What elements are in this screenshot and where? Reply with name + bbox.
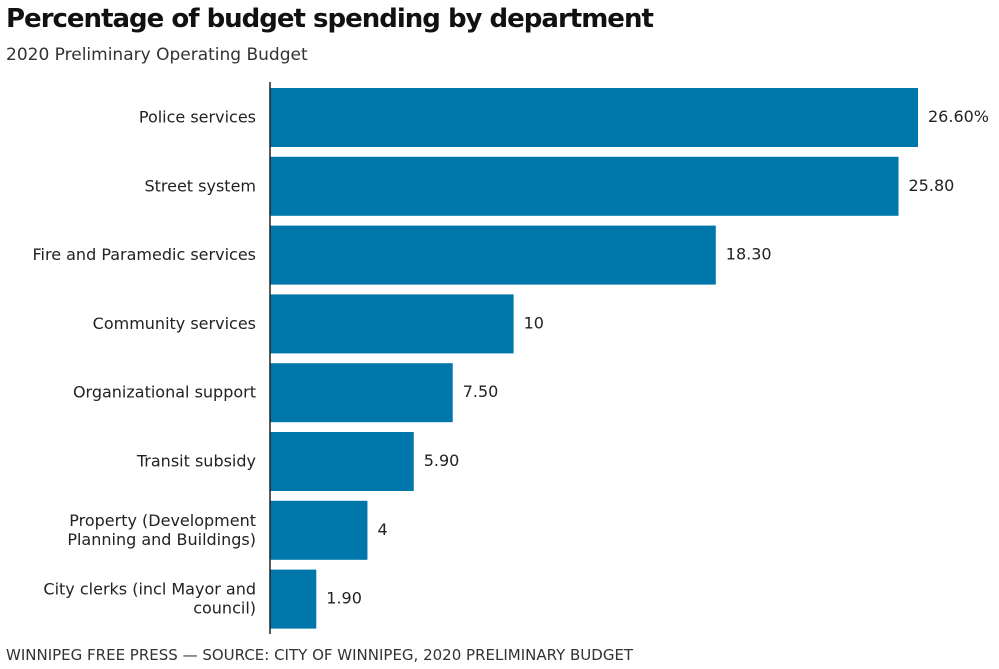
category-label-line: council): [193, 598, 256, 617]
bar: [270, 500, 368, 560]
value-label: 1.90: [326, 589, 362, 608]
category-label-line: Planning and Buildings): [67, 529, 256, 548]
category-label-line: Transit subsidy: [136, 451, 256, 470]
value-label: 18.30: [726, 245, 772, 264]
category-label: City clerks (incl Mayor and council): [43, 579, 256, 617]
category-label-line: Property (Development: [69, 510, 256, 529]
category-label-line: Street system: [144, 176, 256, 195]
source-credit: WINNIPEG FREE PRESS — SOURCE: CITY OF WI…: [6, 646, 634, 664]
bar: [270, 225, 716, 285]
category-label-line: Police services: [139, 107, 256, 126]
bar: [270, 363, 453, 423]
chart-title: Percentage of budget spending by departm…: [6, 4, 654, 34]
value-label: 25.80: [909, 176, 955, 195]
category-label: Property (Development Planning and Buildi…: [67, 510, 256, 548]
bar: [270, 88, 918, 147]
bar: [270, 432, 414, 491]
category-label: Organizational support: [73, 382, 256, 401]
category-label-line: City clerks (incl Mayor and: [43, 579, 256, 598]
category-label-line: Organizational support: [73, 382, 256, 401]
category-label: Transit subsidy: [136, 451, 256, 470]
bar: [270, 569, 317, 629]
category-label-line: Community services: [93, 313, 256, 332]
value-label: 26.60%: [928, 107, 989, 126]
value-label: 4: [377, 520, 387, 539]
category-label: Community services: [93, 313, 256, 332]
bar: [270, 294, 514, 354]
category-label-line: Fire and Paramedic services: [32, 245, 256, 264]
value-label: 10: [524, 313, 544, 332]
value-label: 5.90: [424, 451, 460, 470]
category-label: Fire and Paramedic services: [32, 245, 256, 264]
bar-chart: 26.60% Police services 25.80 Street system 1…: [32, 82, 989, 634]
bar: [270, 156, 899, 216]
category-label: Street system: [144, 176, 256, 195]
category-label: Police services: [139, 107, 256, 126]
chart-subtitle: 2020 Preliminary Operating Budget: [6, 45, 308, 65]
value-label: 7.50: [463, 382, 499, 401]
